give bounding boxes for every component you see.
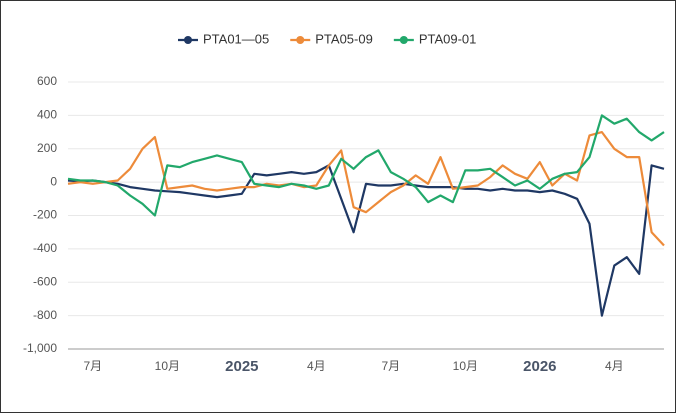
y-tick-label: 600: [37, 74, 57, 88]
y-tick-label: -800: [33, 308, 57, 322]
legend: PTA01—05 PTA05-09 PTA09-01: [178, 31, 476, 46]
y-tick-label: 200: [37, 141, 57, 155]
x-tick-label: 10月: [155, 359, 180, 373]
series-line: [67, 114, 665, 217]
x-tick-label: 2026: [523, 358, 556, 375]
x-tick-label: 7月: [381, 359, 400, 373]
legend-marker: [184, 36, 192, 44]
legend-label: PTA09-01: [419, 31, 477, 46]
y-tick-label: -200: [33, 208, 57, 222]
x-tick-label: 7月: [83, 359, 102, 373]
legend-label: PTA01—05: [203, 31, 269, 46]
y-tick-label: 0: [50, 174, 57, 188]
y-tick-label: -1,000: [23, 341, 57, 355]
x-tick-label: 10月: [453, 359, 478, 373]
x-tick-label: 2025: [225, 358, 258, 375]
x-tick-label: 4月: [605, 359, 624, 373]
y-tick-label: -400: [33, 241, 57, 255]
legend-marker: [296, 36, 305, 44]
x-tick-label: 4月: [307, 359, 326, 373]
y-tick-label: 400: [37, 108, 57, 122]
legend-marker: [399, 36, 408, 44]
y-tick-label: -600: [33, 274, 57, 288]
series-line: [67, 164, 665, 317]
legend-label: PTA05-09: [315, 31, 373, 46]
